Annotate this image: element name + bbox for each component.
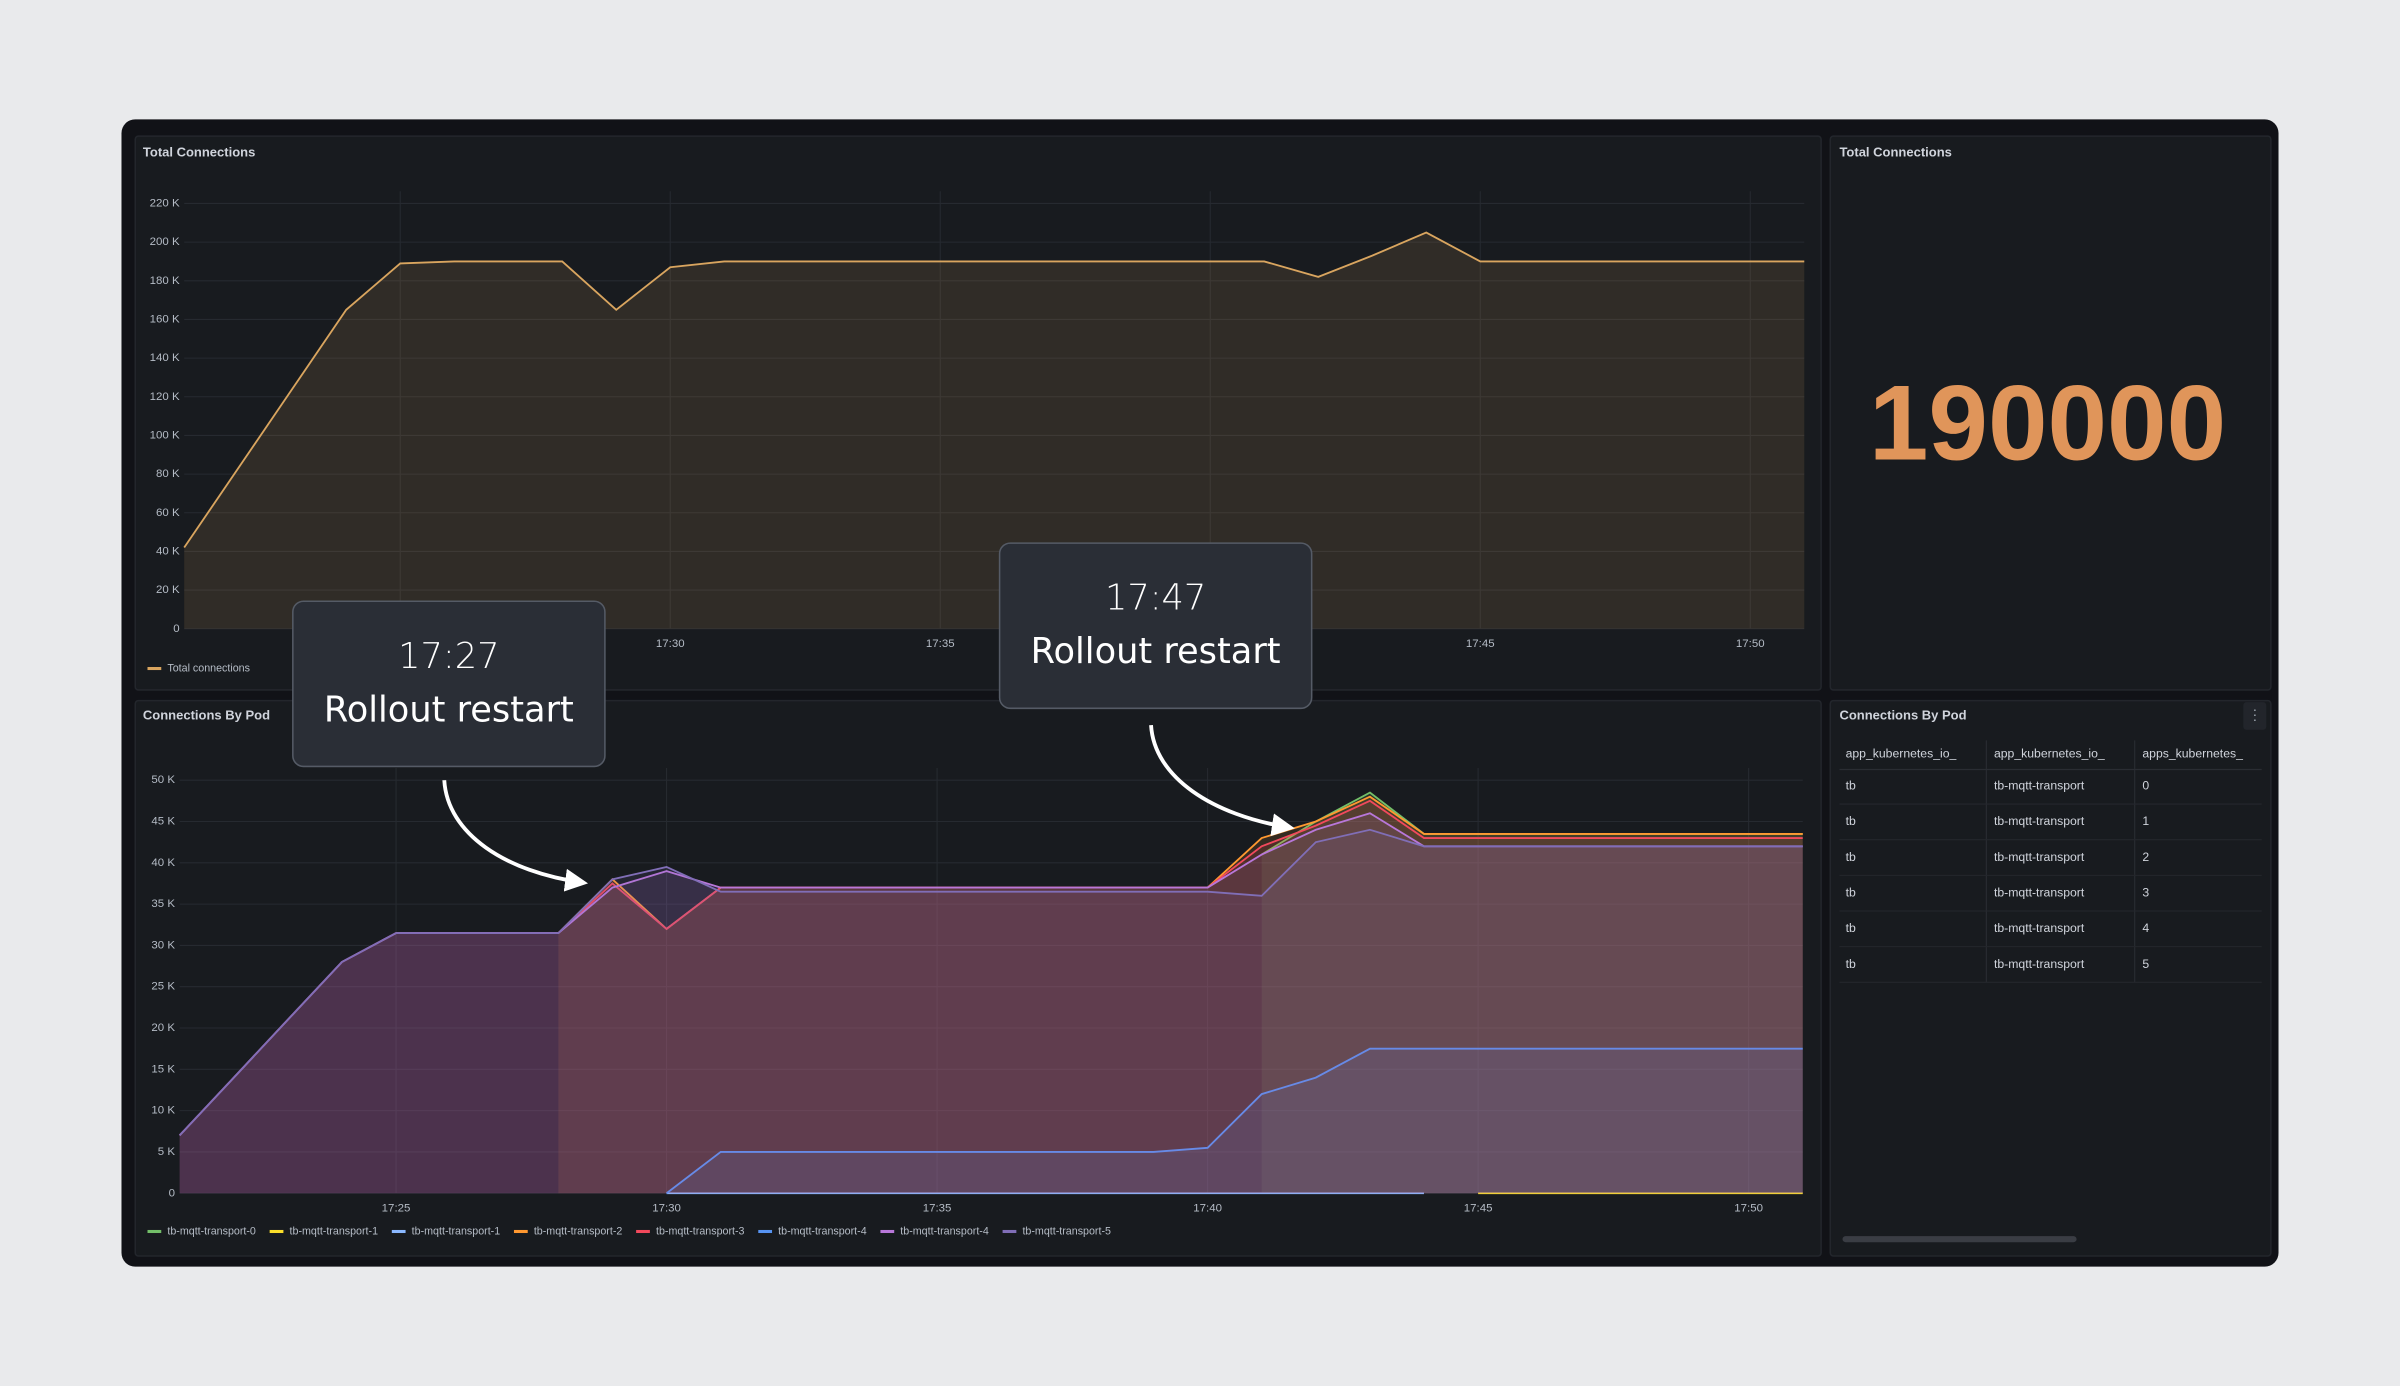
table-cell: tb xyxy=(1846,885,1856,899)
column-header: app_kubernetes_io_ xyxy=(1846,746,1957,760)
y-tick-label: 200 K xyxy=(150,236,180,248)
y-tick-label: 5 K xyxy=(158,1146,176,1158)
panel xyxy=(1829,135,2272,691)
x-tick-label: 17:45 xyxy=(1466,638,1495,650)
y-tick-label: 160 K xyxy=(150,313,180,325)
y-tick-label: 10 K xyxy=(151,1105,175,1117)
y-tick-label: 35 K xyxy=(151,898,175,910)
y-tick-label: 220 K xyxy=(150,197,180,209)
callout-arrow xyxy=(442,780,589,892)
x-tick-label: 17:50 xyxy=(1736,638,1765,650)
series-line xyxy=(178,828,1803,1137)
y-tick-label: 180 K xyxy=(150,275,180,287)
table-cell: tb-mqtt-transport xyxy=(1994,779,2085,793)
y-tick-label: 45 K xyxy=(151,816,175,828)
table-cell: tb-mqtt-transport xyxy=(1994,814,2085,828)
series-line xyxy=(666,1047,1803,1194)
y-tick-label: 140 K xyxy=(150,352,180,364)
table-cell: 5 xyxy=(2142,957,2149,971)
legend-label: tb-mqtt-transport-4 xyxy=(778,1225,867,1237)
table-cell: 1 xyxy=(2142,814,2149,828)
legend-label: tb-mqtt-transport-4 xyxy=(900,1225,989,1237)
y-tick-label: 50 K xyxy=(151,774,175,786)
y-tick-label: 20 K xyxy=(156,584,180,596)
callout-label: Rollout restart xyxy=(1031,631,1281,672)
callout-box xyxy=(998,542,1313,710)
x-tick-label: 17:35 xyxy=(923,1203,952,1215)
x-tick-label: 17:35 xyxy=(926,638,955,650)
legend-label: tb-mqtt-transport-1 xyxy=(290,1225,379,1237)
panel-title: Total Connections xyxy=(143,144,255,159)
y-tick-label: 0 xyxy=(169,1187,175,1199)
series-line xyxy=(183,231,1805,549)
table-cell: tb xyxy=(1846,779,1856,793)
x-tick-label: 17:25 xyxy=(382,1203,411,1215)
table-cell: tb xyxy=(1846,814,1856,828)
y-tick-label: 100 K xyxy=(150,429,180,441)
legend-label: tb-mqtt-transport-5 xyxy=(1022,1225,1111,1237)
table-cell: 4 xyxy=(2142,921,2149,935)
x-tick-label: 17:50 xyxy=(1734,1203,1763,1215)
y-tick-label: 25 K xyxy=(151,981,175,993)
table-cell: 3 xyxy=(2142,885,2149,899)
x-tick-label: 17:40 xyxy=(1193,1203,1222,1215)
table-cell: tb-mqtt-transport xyxy=(1994,957,2085,971)
legend-label: tb-mqtt-transport-1 xyxy=(412,1225,501,1237)
column-header: apps_kubernetes_ xyxy=(2142,746,2243,760)
table-cell: tb-mqtt-transport xyxy=(1994,921,2085,935)
y-tick-label: 80 K xyxy=(156,468,180,480)
table-cell: tb xyxy=(1846,921,1856,935)
series-area xyxy=(1261,792,1803,1194)
legend-label: tb-mqtt-transport-2 xyxy=(534,1225,623,1237)
menu-icon[interactable]: ⋮ xyxy=(2248,708,2262,723)
legend-label: tb-mqtt-transport-0 xyxy=(167,1225,256,1237)
series-area xyxy=(179,813,1803,1194)
y-tick-label: 120 K xyxy=(150,391,180,403)
column-header: app_kubernetes_io_ xyxy=(1994,746,2105,760)
callout-time: 17:27 xyxy=(398,636,499,677)
table-cell: tb xyxy=(1846,957,1856,971)
scrollbar[interactable] xyxy=(1842,1236,2077,1243)
x-tick-label: 17:30 xyxy=(656,638,685,650)
series-area xyxy=(666,1048,1803,1194)
annotation: 17:47 Rollout restart xyxy=(998,542,1313,837)
table: app_kubernetes_io_ app_kubernetes_io_ apps… xyxy=(1839,740,2262,983)
callout-arrow xyxy=(1149,725,1295,837)
callout-label: Rollout restart xyxy=(324,689,574,730)
table-cell: 2 xyxy=(2142,850,2149,864)
x-tick-label: 17:30 xyxy=(652,1203,681,1215)
series-area xyxy=(184,232,1805,629)
table-cell: tb-mqtt-transport xyxy=(1994,885,2085,899)
callout-time: 17:47 xyxy=(1105,578,1206,619)
stat-value: 190000 xyxy=(1869,363,2226,483)
y-tick-label: 40 K xyxy=(151,857,175,869)
legend-label: tb-mqtt-transport-3 xyxy=(656,1225,745,1237)
y-tick-label: 15 K xyxy=(151,1063,175,1075)
series-area xyxy=(558,796,1803,1194)
y-tick-label: 0 xyxy=(173,623,179,635)
table-cell: tb-mqtt-transport xyxy=(1994,850,2085,864)
annotation: 17:27 Rollout restart xyxy=(292,600,606,892)
callout-box xyxy=(292,600,606,768)
series-area xyxy=(179,829,1803,1194)
table-cell: tb xyxy=(1846,850,1856,864)
series-area xyxy=(179,800,1803,1194)
table-cell: 0 xyxy=(2142,779,2149,793)
x-tick-label: 17:45 xyxy=(1464,1203,1493,1215)
panel-menu[interactable] xyxy=(2243,702,2267,730)
y-tick-label: 30 K xyxy=(151,939,175,951)
legend-label: Total connections xyxy=(167,662,250,674)
panel-title: Total Connections xyxy=(1839,144,1951,159)
charts: 0 20 K 40 K 60 K 80 K 100 K 120 K 140 K 160 K 180… xyxy=(147,191,1805,1237)
y-tick-label: 20 K xyxy=(151,1022,175,1034)
y-tick-label: 40 K xyxy=(156,545,180,557)
panel-title: Connections By Pod xyxy=(143,707,270,722)
y-tick-label: 60 K xyxy=(156,507,180,519)
panel-title: Connections By Pod xyxy=(1839,707,1966,722)
